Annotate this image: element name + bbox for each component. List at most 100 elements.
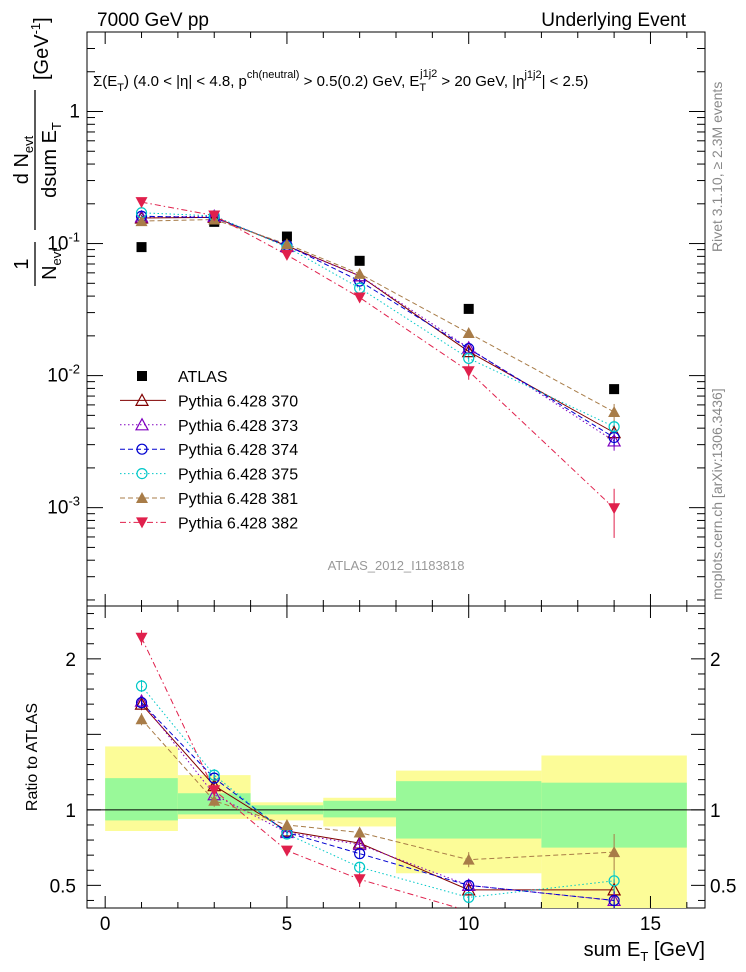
y-tick-label: 10-3 (47, 494, 80, 519)
x-tick-label: 5 (282, 914, 293, 935)
ratio-point (608, 875, 620, 887)
ratio-point (208, 772, 220, 784)
mc-point (462, 327, 475, 339)
ratio-series-line (141, 702, 615, 901)
y-tick-label: 1 (69, 102, 80, 123)
header-left-label: 7000 GeV pp (97, 10, 209, 31)
atlas-data-point (463, 303, 474, 314)
ratio-y-axis-title: Ratio to ATLAS (24, 703, 41, 811)
ratio-series-line (141, 718, 615, 861)
main-y-title-group: 1 d Nevt Nevt dsum ET [GeV-1] (11, 17, 64, 286)
mc-point (608, 406, 621, 418)
mc-point (607, 433, 622, 447)
x-tick-label: 15 (640, 914, 661, 935)
legend: ATLAS Pythia 6.428 370 Pythia 6.428 373 Pyt… (120, 369, 298, 532)
ratio-point (134, 693, 149, 707)
ratio-point (208, 794, 221, 806)
axes: 0 5 10 15 10-3 10-2 10-1 1 0.5 0.5 1 1 2 2 (47, 31, 736, 935)
y-tick-label: 10-2 (47, 362, 80, 387)
x-tick-label: 0 (100, 914, 111, 935)
mc-point (280, 249, 293, 261)
y-title-nevt: Nevt (39, 248, 64, 280)
ratio-uncertainty-bands (87, 746, 705, 908)
header-right-label: Underlying Event (541, 10, 686, 31)
ratio-point (608, 894, 620, 907)
ratio-point (134, 696, 149, 710)
ratio-point (208, 769, 220, 781)
legend-marker (134, 417, 150, 431)
ratio-point (462, 853, 475, 865)
legend-marker (136, 492, 148, 503)
x-tick-label: 10 (458, 914, 479, 935)
legend-marker (136, 517, 148, 529)
legend-label: Pythia 6.428 370 (178, 393, 298, 410)
ratio-point (354, 848, 366, 860)
ratio-point (135, 680, 148, 692)
ratio-point (135, 697, 148, 709)
atlas-data-point (281, 231, 292, 242)
ratio-point (280, 845, 293, 857)
legend-marker (134, 393, 150, 406)
legend-label: Pythia 6.428 373 (178, 418, 298, 435)
ratio-point (208, 785, 221, 797)
mc-point (608, 503, 621, 515)
mc-series-line (141, 212, 615, 428)
ratio-inner-band (105, 778, 178, 821)
ratio-y-tick-label: 2 (710, 650, 721, 671)
mc-point (353, 292, 366, 304)
mc-point (608, 421, 620, 433)
legend-marker (136, 443, 148, 455)
ratio-y-tick-label: 0.5 (710, 876, 736, 897)
mc-point (608, 431, 620, 444)
y-title-numerator: d Nevt (11, 135, 36, 184)
legend-label: Pythia 6.428 374 (178, 442, 298, 459)
mc-point (607, 425, 622, 439)
ratio-inner-band (323, 800, 396, 818)
mc-series-line (141, 201, 615, 509)
mc-series-line (141, 215, 615, 438)
y-tick-label: 10-1 (47, 230, 80, 255)
ratio-point (352, 837, 367, 851)
mc-point (462, 366, 475, 378)
ratio-point (280, 818, 293, 830)
x-title-text: sum ET [GeV] (584, 939, 705, 964)
main-y-axis-title: 1 d Nevt Nevt dsum ET [GeV-1] (11, 17, 64, 286)
legend-label: Pythia 6.428 382 (178, 515, 298, 532)
mc-series-line (141, 219, 615, 413)
ratio-point (135, 713, 148, 725)
ratio-point (135, 632, 148, 644)
legend-label: Pythia 6.428 381 (178, 491, 298, 508)
rivet-version-label: Rivet 3.1.10, ≥ 2.3M events (709, 82, 725, 252)
ratio-y-tick-label: 0.5 (50, 876, 76, 897)
x-axis-title: sum ET [GeV] (584, 939, 705, 964)
mc-point (463, 352, 475, 364)
ratio-point (463, 891, 475, 904)
y-title-one: 1 (11, 258, 33, 269)
mc-point (280, 238, 293, 250)
atlas-data-point (136, 242, 147, 253)
atlas-data-point (354, 255, 365, 266)
mc-point (135, 215, 148, 227)
ratio-series-line (141, 703, 615, 891)
mc-point (461, 344, 476, 358)
legend-label: Pythia 6.428 375 (178, 467, 298, 484)
ratio-y-tick-label: 2 (65, 650, 76, 671)
ratio-point (353, 826, 366, 838)
mc-point (353, 267, 366, 279)
ratio-y-tick-label: 1 (65, 801, 76, 822)
ratio-series-line (141, 685, 615, 898)
analysis-id-label: ATLAS_2012_I1183818 (328, 558, 465, 573)
legend-label-data: ATLAS (178, 369, 228, 386)
ratio-point (608, 846, 621, 858)
ratio-series-line (141, 637, 461, 908)
ratio-point (353, 874, 366, 886)
observable-label: Σ(ET) (4.0 < |η| < 4.8, pch(neutral) > 0… (93, 68, 588, 94)
legend-marker-data (137, 371, 147, 381)
ratio-point (463, 879, 475, 891)
atlas-data-point (609, 384, 620, 395)
y-title-denominator: dsum ET (39, 122, 64, 198)
series-markers (134, 197, 622, 907)
legend-marker (136, 468, 148, 480)
mcplots-label: mcplots.cern.ch [arXiv:1306.3436] (709, 388, 725, 600)
